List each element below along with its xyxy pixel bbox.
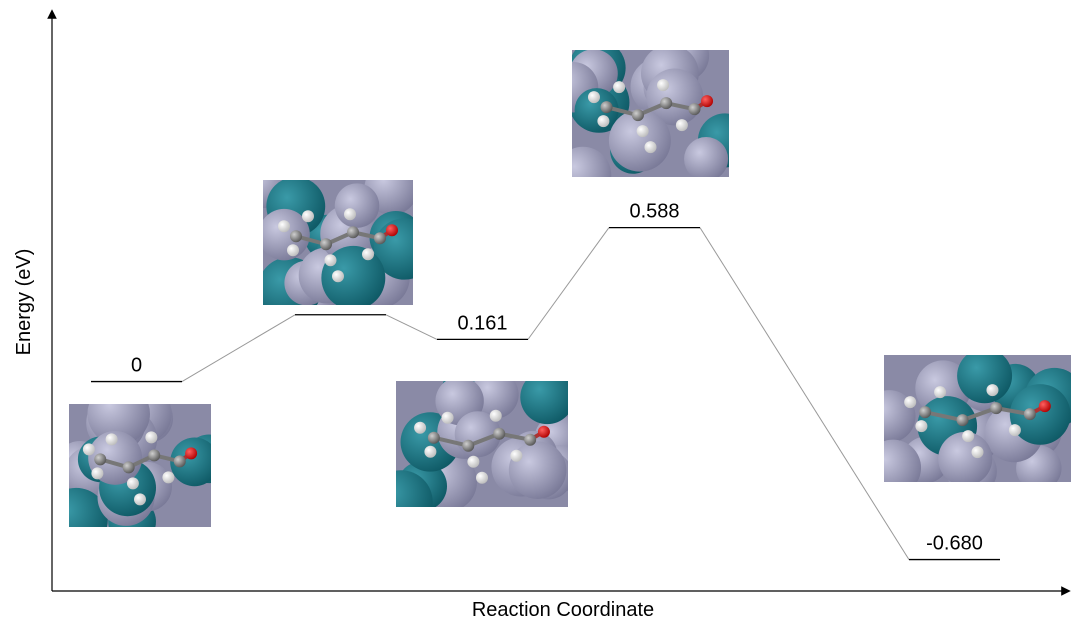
hydrogen xyxy=(287,244,299,256)
carbon xyxy=(1024,408,1036,420)
chart: Reaction Coordinate Energy (eV) 00.2550.… xyxy=(0,0,1071,623)
carbon xyxy=(524,434,536,446)
hydrogen xyxy=(962,430,974,442)
oxygen xyxy=(701,95,713,107)
structure-image xyxy=(240,160,435,322)
surface-atom xyxy=(520,370,574,424)
structure-image xyxy=(369,364,583,533)
hydrogen xyxy=(83,443,95,455)
value-label: -0.680 xyxy=(926,533,983,555)
value-label: 0.588 xyxy=(629,201,679,223)
hydrogen xyxy=(597,115,609,127)
structure-image xyxy=(44,383,233,552)
surface xyxy=(369,364,583,533)
hydrogen xyxy=(278,220,290,232)
hydrogen xyxy=(344,208,356,220)
hydrogen xyxy=(414,422,426,434)
carbon xyxy=(632,109,644,121)
connector xyxy=(182,315,295,382)
carbon xyxy=(990,402,1002,414)
oxygen xyxy=(1039,400,1051,412)
connector xyxy=(700,228,909,560)
hydrogen xyxy=(325,254,337,266)
connector xyxy=(386,315,437,340)
surface-atom xyxy=(684,137,728,181)
carbon xyxy=(428,432,440,444)
carbon xyxy=(919,406,931,418)
surface xyxy=(240,160,435,322)
hydrogen xyxy=(1009,424,1021,436)
oxygen xyxy=(386,224,398,236)
carbon xyxy=(123,461,135,473)
hydrogen xyxy=(134,493,146,505)
hydrogen xyxy=(510,450,522,462)
surface xyxy=(548,30,752,204)
surface-atom xyxy=(335,183,380,228)
carbon xyxy=(94,453,106,465)
carbon xyxy=(462,440,474,452)
surface-atom xyxy=(555,147,612,204)
carbon xyxy=(347,226,359,238)
hydrogen xyxy=(362,248,374,260)
hydrogen xyxy=(613,81,625,93)
page: Reaction Coordinate Energy (eV) 00.2550.… xyxy=(0,0,1071,623)
hydrogen xyxy=(332,270,344,282)
connector xyxy=(528,228,609,340)
hydrogen xyxy=(972,446,984,458)
surface xyxy=(44,383,233,552)
carbon xyxy=(174,455,186,467)
hydrogen xyxy=(145,431,157,443)
carbon xyxy=(374,232,386,244)
surface-atom xyxy=(1010,384,1071,445)
hydrogen xyxy=(91,467,103,479)
carbon xyxy=(148,449,160,461)
hydrogen xyxy=(915,420,927,432)
hydrogen xyxy=(904,396,916,408)
hydrogen xyxy=(476,472,488,484)
hydrogen xyxy=(424,446,436,458)
hydrogen xyxy=(645,141,657,153)
hydrogen xyxy=(934,386,946,398)
y-axis-label: Energy (eV) xyxy=(13,249,35,356)
hydrogen xyxy=(588,91,600,103)
surface-atom xyxy=(865,440,921,496)
surface-atom xyxy=(369,470,432,533)
oxygen xyxy=(185,447,197,459)
hydrogen xyxy=(637,125,649,137)
hydrogen xyxy=(490,410,502,422)
hydrogen xyxy=(986,384,998,396)
hydrogen xyxy=(106,433,118,445)
structure-image xyxy=(548,30,752,204)
hydrogen xyxy=(657,79,669,91)
carbon xyxy=(660,97,672,109)
oxygen xyxy=(538,426,550,438)
carbon xyxy=(320,238,332,250)
surface xyxy=(863,348,1071,496)
carbon xyxy=(601,101,613,113)
hydrogen xyxy=(127,477,139,489)
surface-atom xyxy=(957,348,1012,403)
carbon xyxy=(688,103,700,115)
value-label: 0.161 xyxy=(457,312,507,334)
hydrogen xyxy=(302,210,314,222)
hydrogen xyxy=(442,412,454,424)
hydrogen xyxy=(467,456,479,468)
carbon xyxy=(493,428,505,440)
x-axis-label: Reaction Coordinate xyxy=(472,599,654,621)
value-label: 0 xyxy=(131,355,142,377)
hydrogen xyxy=(162,471,174,483)
carbon xyxy=(290,230,302,242)
structure-image xyxy=(863,348,1071,496)
carbon xyxy=(957,414,969,426)
hydrogen xyxy=(676,119,688,131)
